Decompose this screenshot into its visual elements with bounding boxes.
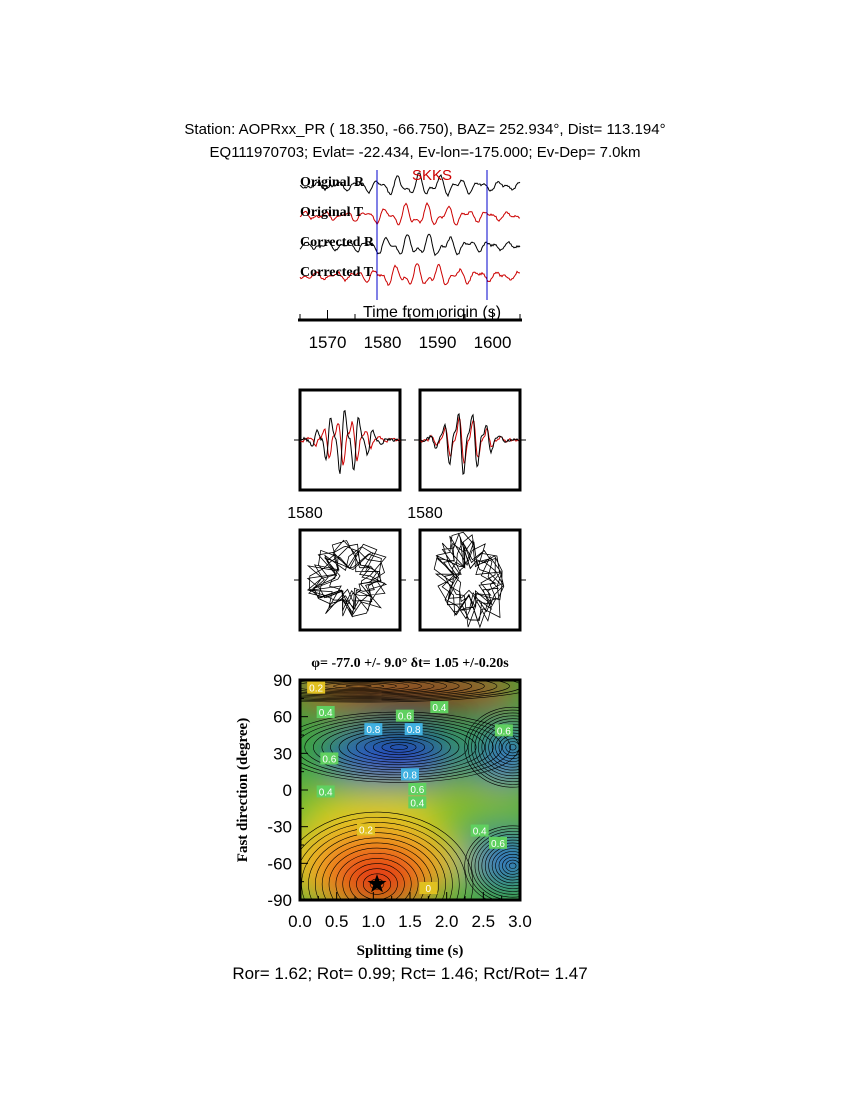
waveform-trace: [299, 201, 521, 226]
contour-labels: 0.2 0.4 0.6 0.4 0.8 0.8 0.6 0.6 0.8 0.6 0.4 0.4 0.2 0…: [307, 681, 513, 895]
event-header: EQ111970703; Evlat= -22.434, Ev-lon=-175…: [209, 144, 641, 161]
contour-label: 0.6: [491, 839, 505, 850]
time-tick-label: 1590: [419, 333, 457, 352]
particle-panel-original: [298, 528, 402, 632]
waveform-trace: [299, 172, 521, 198]
contour-label: 0.6: [322, 754, 336, 765]
grid-y-tick-label: -60: [267, 854, 292, 873]
contour-label: 0.4: [319, 708, 333, 719]
grid-y-tick-label: -90: [267, 891, 292, 910]
particle-motion-traces: [294, 531, 526, 629]
contour-label: 0.4: [319, 787, 333, 798]
time-tick-label: 1580: [364, 333, 402, 352]
grid-title: φ= -77.0 +/- 9.0° δt= 1.05 +/-0.20s: [311, 656, 509, 671]
contour-label: 0: [426, 884, 432, 895]
grid-x-tick-label: 3.0: [508, 912, 532, 931]
waveform-label: Original R: [300, 175, 365, 190]
overlay-tick-label-right: 1580: [407, 505, 443, 522]
contour-label: 0.4: [410, 798, 424, 809]
contour-label: 0.4: [473, 827, 487, 838]
time-tick-label: 1570: [309, 333, 347, 352]
contour-label: 0.8: [407, 725, 421, 736]
station-header: Station: AOPRxx_PR ( 18.350, -66.750), B…: [184, 121, 666, 138]
grid-ticks: 0.0 0.5 1.0 1.5 2.0 2.5 3.0 90 60 30 0 -30 -60 -90: [267, 671, 531, 931]
grid-ylabel: Fast direction (degree): [235, 718, 251, 862]
grid-y-tick-label: 90: [273, 671, 292, 690]
contour-label: 0.6: [497, 726, 511, 737]
grid-y-tick-label: 60: [273, 708, 292, 727]
waveform-label: Corrected T: [300, 265, 374, 280]
time-tick-label: 1600: [474, 333, 512, 352]
grid-xlabel: Splitting time (s): [357, 943, 464, 959]
best-fit-star: [367, 874, 387, 893]
overlay-tick-label-left: 1580: [287, 505, 323, 522]
ratio-footer: Ror= 1.62; Rot= 0.99; Rct= 1.46; Rct/Rot…: [232, 964, 587, 983]
grid-x-tick-label: 2.5: [472, 912, 496, 931]
waveform-trace: [299, 233, 521, 257]
overlay-traces: [294, 409, 526, 476]
phase-label: SKKS: [412, 167, 452, 184]
grid-y-tick-label: -30: [267, 818, 292, 837]
grid-y-tick-label: 30: [273, 744, 292, 763]
grid-x-tick-label: 0.5: [325, 912, 349, 931]
grid-x-tick-label: 1.0: [362, 912, 386, 931]
contour-label: 0.4: [432, 703, 446, 714]
waveform-traces: [299, 172, 521, 286]
grid-y-tick-label: 0: [283, 781, 292, 800]
contour-label: 0.8: [403, 770, 417, 781]
grid-x-tick-label: 0.0: [288, 912, 312, 931]
contour-label: 0.8: [366, 725, 380, 736]
grid-x-tick-label: 1.5: [398, 912, 422, 931]
contour-label: 0.2: [309, 684, 323, 695]
contour-label: 0.6: [398, 712, 412, 723]
contour-label: 0.6: [410, 785, 424, 796]
time-axis-ticks: 1570 1580 1590 1600: [299, 310, 521, 352]
waveform-label: Corrected R: [300, 235, 375, 250]
contour-label: 0.2: [359, 825, 373, 836]
time-axis-label: Time from origin (s): [363, 304, 501, 321]
waveform-label: Original T: [300, 205, 364, 220]
grid-x-tick-label: 2.0: [435, 912, 459, 931]
waveform-trace: [299, 263, 520, 286]
waveform-labels: Original R Original T Corrected R Corrected…: [300, 175, 375, 280]
